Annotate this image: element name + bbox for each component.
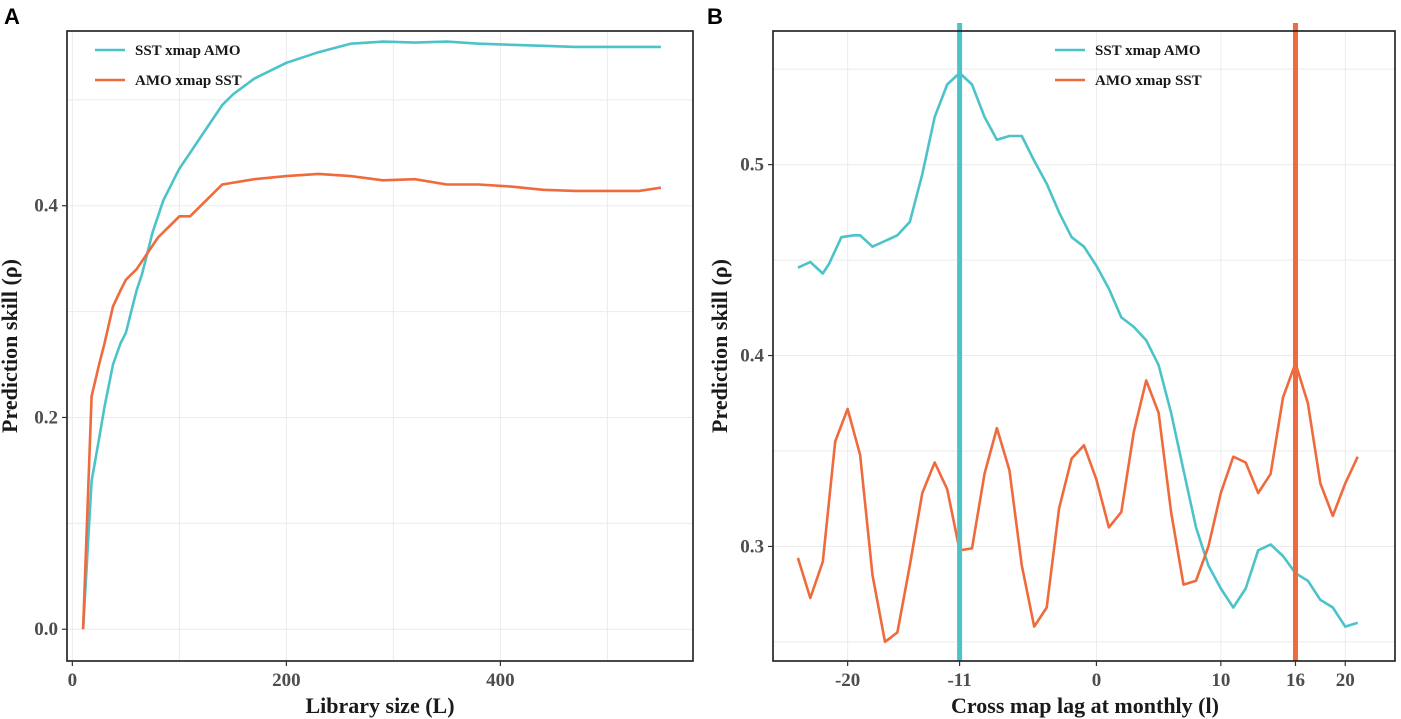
panel-b-label: B [707, 4, 723, 29]
x-tick-label: 16 [1286, 670, 1305, 691]
panel-a-y-axis-label: Prediction skill (ρ) [0, 259, 22, 433]
x-tick-label: 0 [68, 670, 78, 691]
x-tick-label: 400 [486, 670, 515, 691]
series-line-amo-xmap-sst [81, 172, 662, 630]
panel-a-ticks: 0.0 0.2 0.4 0 200 400 [34, 196, 514, 691]
legend-label: SST xmap AMO [135, 43, 241, 59]
panel-a-gridlines [67, 31, 693, 661]
panel-b-ticks: 0.3 0.4 0.5 -20 -11 0 10 16 20 [740, 155, 1354, 691]
x-tick-label: 10 [1211, 670, 1230, 691]
panel-b-series [796, 71, 1359, 644]
y-tick-label: 0.4 [740, 346, 764, 367]
panel-a-label: A [4, 4, 20, 29]
panel-a-frame [66, 30, 694, 662]
x-tick-label: 0 [1092, 670, 1102, 691]
x-tick-label: -20 [835, 670, 860, 691]
y-tick-label: 0.3 [740, 536, 764, 557]
legend-label: SST xmap AMO [1095, 43, 1201, 59]
panel-b: B 0.3 0.4 0.5 -20 -11 0 10 16 20 Cross map lag a… [707, 4, 1396, 718]
panel-b-frame [772, 30, 1396, 662]
panel-a: A 0.0 0.2 0.4 0 200 400 Library size (L) Pred… [0, 4, 694, 718]
panel-b-legend: SST xmap AMO AMO xmap SST [1055, 43, 1202, 89]
series-line-sst-xmap-amo [797, 71, 1359, 628]
panel-b-y-axis-label: Prediction skill (ρ) [707, 259, 732, 433]
panel-b-vlines [957, 23, 1298, 661]
panel-a-legend: SST xmap AMO AMO xmap SST [95, 43, 242, 89]
y-tick-label: 0.0 [34, 619, 58, 640]
x-tick-label: 200 [272, 670, 301, 691]
legend-label: AMO xmap SST [135, 73, 242, 89]
series-line-sst-xmap-amo [81, 40, 661, 630]
y-tick-label: 0.2 [34, 407, 58, 428]
panel-a-series [81, 40, 662, 630]
series-line-amo-xmap-sst [796, 361, 1359, 644]
y-tick-label: 0.5 [740, 155, 764, 176]
panel-b-x-axis-label: Cross map lag at monthly (l) [951, 693, 1219, 718]
x-tick-label: -11 [947, 670, 971, 691]
panel-b-gridlines [773, 31, 1395, 661]
panel-a-x-axis-label: Library size (L) [305, 693, 454, 718]
x-tick-label: 20 [1336, 670, 1355, 691]
y-tick-label: 0.4 [34, 196, 58, 217]
legend-label: AMO xmap SST [1095, 73, 1202, 89]
